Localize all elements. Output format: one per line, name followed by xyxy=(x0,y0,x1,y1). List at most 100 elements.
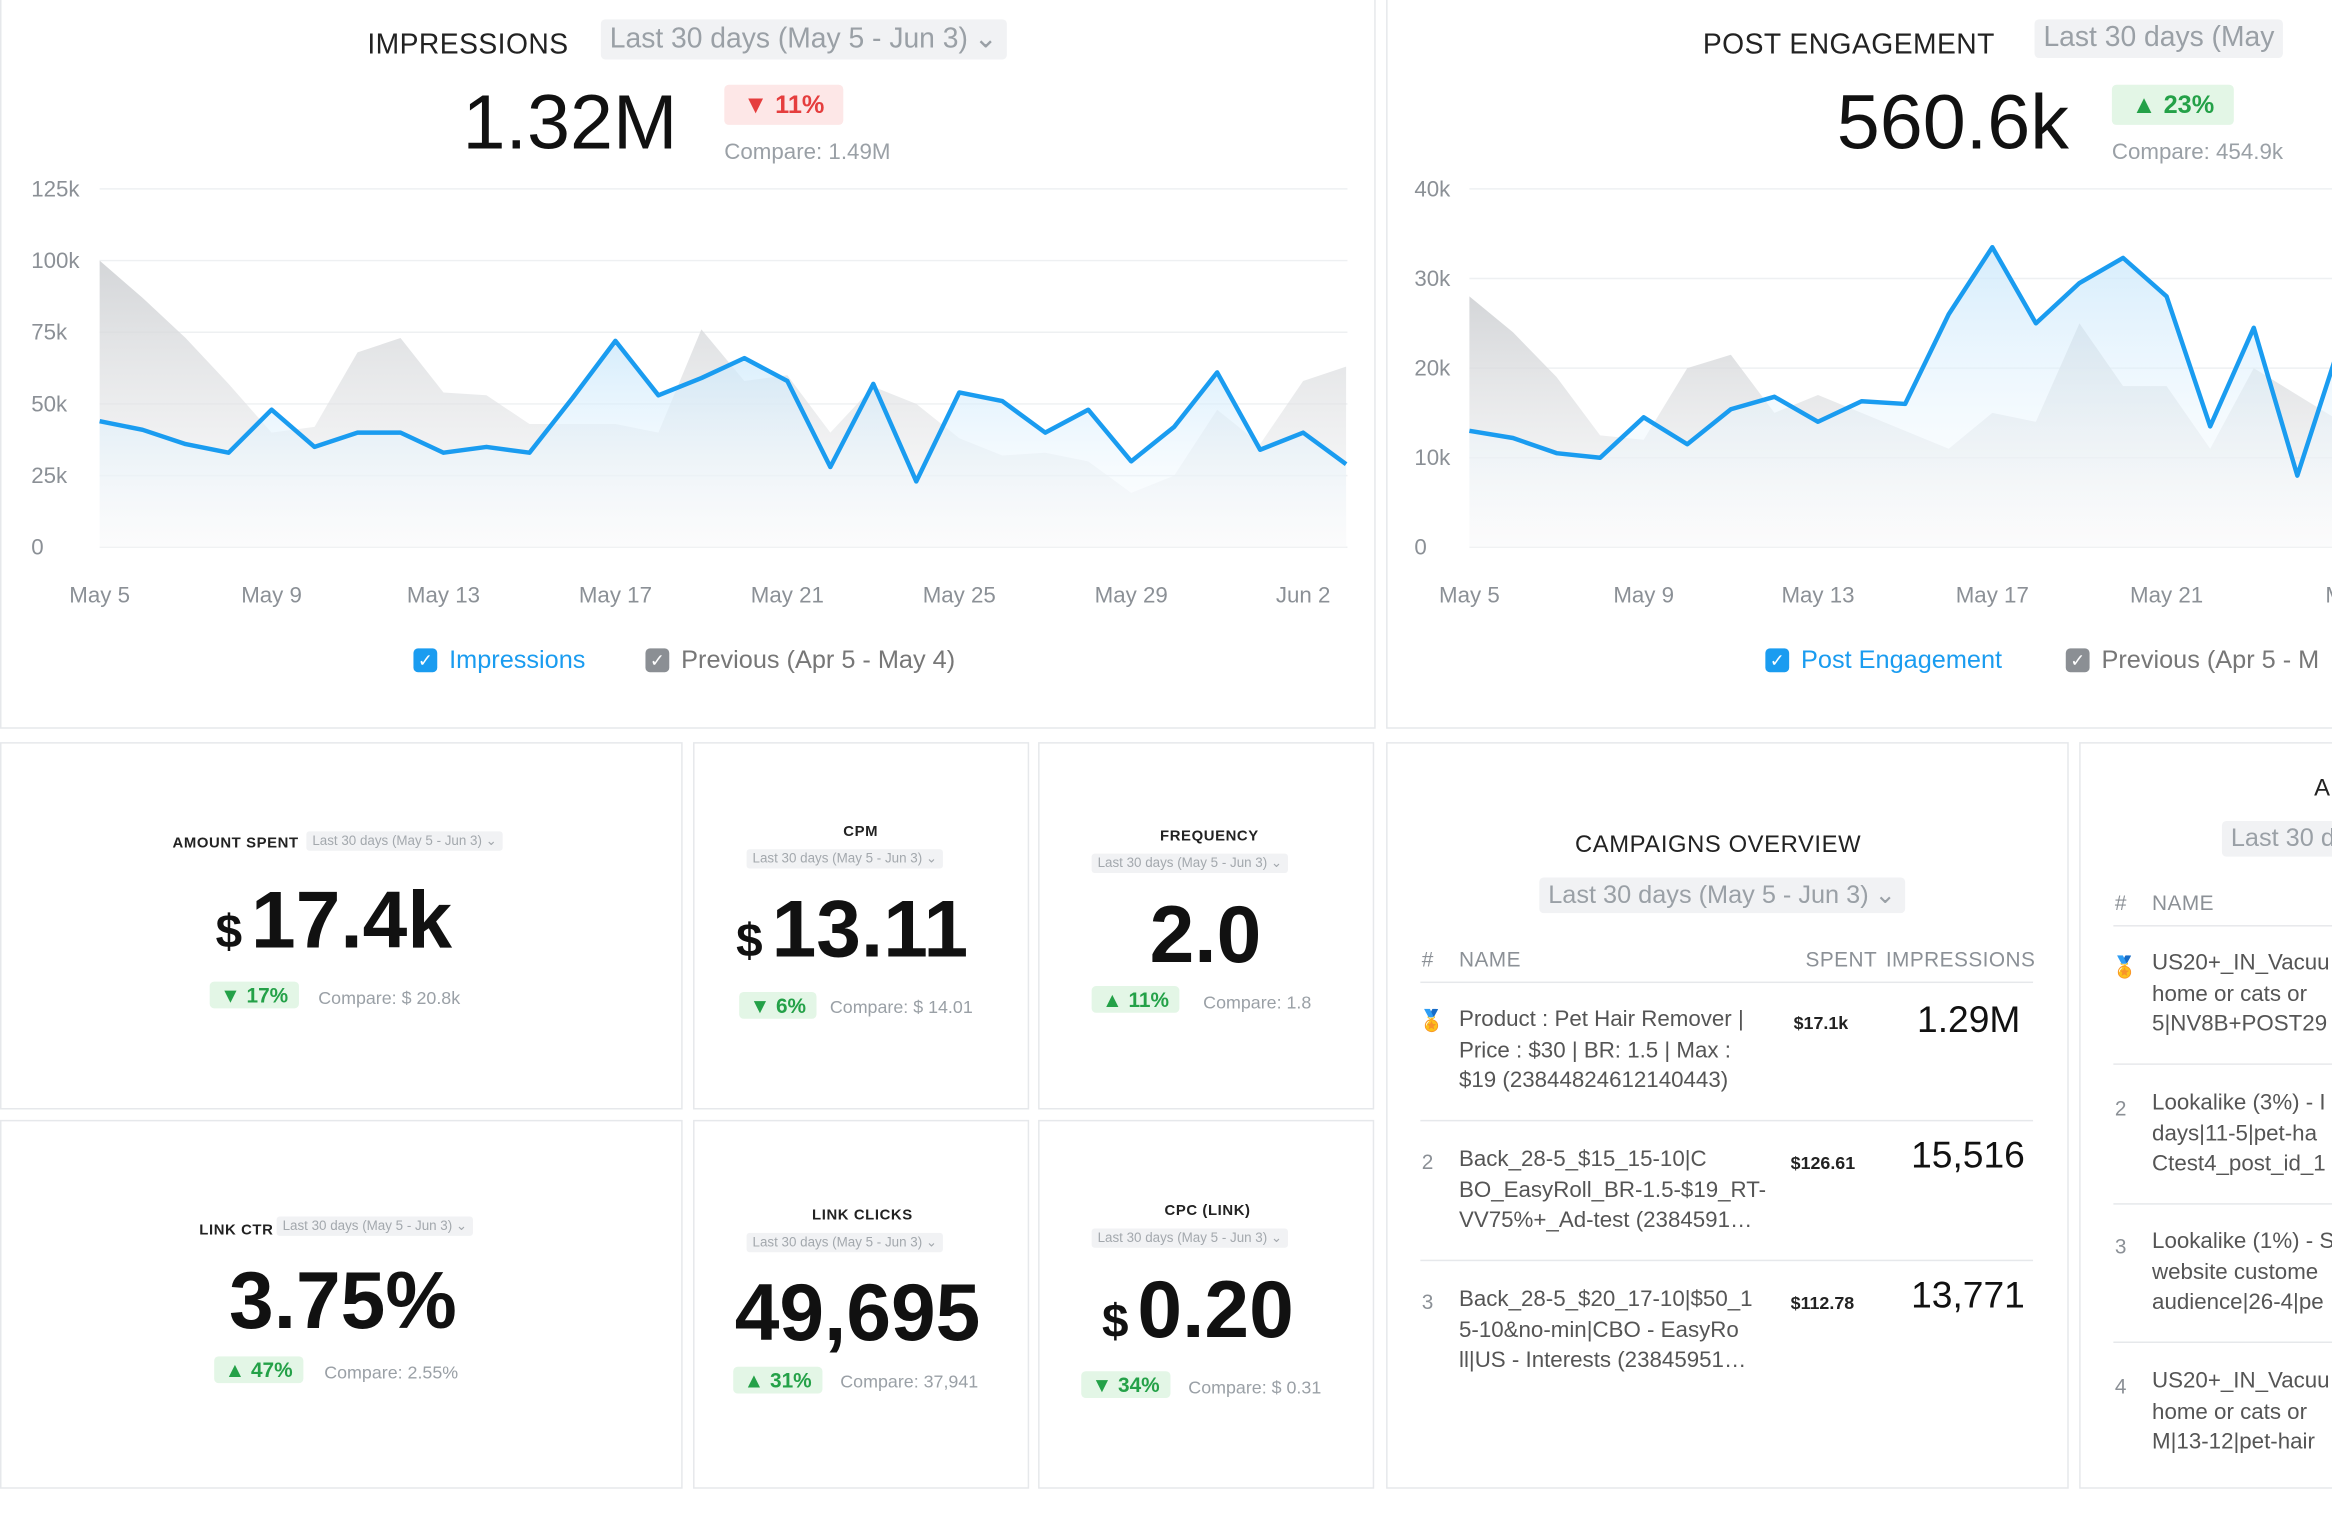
y-tick-label: 30k xyxy=(1414,266,1451,291)
kpi-change-badge: ▼ 34% xyxy=(1081,1371,1171,1399)
impressions-panel: IMPRESSIONS Last 30 days (May 5 - Jun 3)… xyxy=(0,0,1376,729)
x-tick-label: May 17 xyxy=(1956,582,2029,607)
impressions-compare-value: Compare: 1.49M xyxy=(724,139,891,166)
kpi-date-range-dropdown[interactable]: Last 30 days (May 5 - Jun 3) ⌄ xyxy=(746,1232,944,1253)
kpi-date-range-dropdown[interactable]: Last 30 days (May 5 - Jun 3) ⌄ xyxy=(1091,1228,1289,1248)
checkbox-checked-icon: ✓ xyxy=(1765,648,1790,673)
x-tick-label: Ma xyxy=(2325,582,2332,607)
kpi-title: CPM xyxy=(843,823,879,841)
chevron-down-icon: ⌄ xyxy=(973,23,998,56)
col-header-impressions[interactable]: IMPRESSIONS xyxy=(1885,947,2036,972)
engagement-chart: 0 10k 20k 30k 40k May 5 May 9 May 13 May 17 May … xyxy=(1414,176,2332,607)
kpi-change-badge: ▲ 47% xyxy=(214,1356,304,1384)
adsets-date-range-label: Last 30 d xyxy=(2230,823,2332,853)
y-tick-label: 40k xyxy=(1414,176,1451,201)
engagement-total-value: 560.6k xyxy=(1836,80,2069,167)
x-tick-label: Jun 2 xyxy=(1276,582,1331,607)
current-period-line xyxy=(99,338,1348,484)
engagement-legend-previous[interactable]: ✓ Previous (Apr 5 - M xyxy=(2065,645,2320,675)
adsets-title: A xyxy=(2314,776,2331,802)
y-tick-label: 10k xyxy=(1414,445,1451,470)
impressions-legend-current[interactable]: ✓ Impressions xyxy=(413,645,585,675)
kpi-value: 49,695 xyxy=(735,1267,981,1359)
current-period-area xyxy=(1469,247,2332,548)
row-divider xyxy=(2113,1341,2332,1343)
kpi-date-range-dropdown[interactable]: Last 30 days (May 5 - Jun 3) ⌄ xyxy=(746,849,944,869)
legend-current-label: Impressions xyxy=(449,645,586,674)
current-period-area xyxy=(99,340,1347,548)
x-tick-label: May 25 xyxy=(923,582,996,607)
y-tick-label: 100k xyxy=(31,248,80,273)
kpi-value: $0.20 xyxy=(1102,1264,1294,1356)
campaigns-date-range-dropdown[interactable]: Last 30 days (May 5 - Jun 3) ⌄ xyxy=(1539,877,1905,914)
legend-previous-label: Previous (Apr 5 - M xyxy=(2101,645,2320,674)
x-tick-label: May 9 xyxy=(241,582,302,607)
impressions-total-value: 1.32M xyxy=(462,80,678,167)
kpi-value: 2.0 xyxy=(1150,889,1262,981)
kpi-value: $13.11 xyxy=(736,883,968,975)
campaigns-title: CAMPAIGNS OVERVIEW xyxy=(1574,832,1862,859)
row-rank: 3 xyxy=(2114,1234,2127,1259)
col-header-name: NAME xyxy=(2152,890,2214,915)
link-clicks-card: LINK CLICKS Last 30 days (May 5 - Jun 3)… xyxy=(693,1119,1030,1489)
kpi-title: LINK CLICKS xyxy=(812,1207,913,1224)
col-header-spent[interactable]: SPENT xyxy=(1805,947,1878,972)
engagement-date-range-dropdown[interactable]: Last 30 days (May xyxy=(2034,19,2284,59)
kpi-change-badge: ▲ 11% xyxy=(1091,986,1180,1013)
y-tick-label: 50k xyxy=(31,391,68,416)
kpi-number: 13.11 xyxy=(771,884,969,975)
x-tick-label: May 13 xyxy=(407,582,480,607)
engagement-compare-value: Compare: 454.9k xyxy=(2111,139,2284,166)
x-tick-label: May 17 xyxy=(579,582,652,607)
engagement-legend-current[interactable]: ✓ Post Engagement xyxy=(1765,645,2002,675)
y-tick-label: 75k xyxy=(31,320,68,345)
impressions-legend-previous[interactable]: ✓ Previous (Apr 5 - May 4) xyxy=(645,645,955,675)
checkbox-checked-icon: ✓ xyxy=(645,648,670,673)
adset-name: US20+_IN_Vacuu home or cats or M|13-12|p… xyxy=(2152,1368,2330,1455)
adset-name: US20+_IN_Vacuu home or cats or 5|NV8B+PO… xyxy=(2152,950,2330,1037)
kpi-title: AMOUNT SPENT xyxy=(172,835,299,853)
x-tick-label: May 21 xyxy=(751,582,824,607)
kpi-number: 2.0 xyxy=(1149,890,1262,981)
y-tick-label: 0 xyxy=(1414,535,1426,560)
kpi-compare: Compare: $ 20.8k xyxy=(318,987,461,1009)
x-tick-label: May 21 xyxy=(2130,582,2203,607)
impressions-date-range-dropdown[interactable]: Last 30 days (May 5 - Jun 3) ⌄ xyxy=(600,19,1007,60)
engagement-title: POST ENGAGEMENT xyxy=(1702,29,1995,61)
kpi-date-range-dropdown[interactable]: Last 30 days (May 5 - Jun 3) ⌄ xyxy=(306,831,503,851)
frequency-card: FREQUENCY Last 30 days (May 5 - Jun 3) ⌄… xyxy=(1038,742,1375,1110)
header-divider xyxy=(2113,925,2332,927)
kpi-compare: Compare: $ 0.31 xyxy=(1188,1377,1322,1399)
campaign-spent: $112.78 xyxy=(1790,1292,1855,1314)
kpi-change-badge: ▼ 6% xyxy=(739,991,817,1019)
checkbox-checked-icon: ✓ xyxy=(413,648,438,673)
engagement-panel: POST ENGAGEMENT Last 30 days (May 560.6k… xyxy=(1386,0,2332,729)
y-tick-label: 25k xyxy=(31,463,68,488)
col-header-num: # xyxy=(1421,947,1434,972)
medal-icon: 🏅 xyxy=(1418,1008,1445,1033)
row-rank: 2 xyxy=(2114,1096,2127,1120)
campaign-impressions: 15,516 xyxy=(1911,1134,2025,1177)
col-header-name: NAME xyxy=(1458,947,1521,972)
kpi-date-range-dropdown[interactable]: Last 30 days (May 5 - Jun 3) ⌄ xyxy=(276,1216,474,1236)
campaign-name: Product : Pet Hair Remover | Price : $30… xyxy=(1458,1006,1744,1094)
amount-spent-card: AMOUNT SPENT Last 30 days (May 5 - Jun 3… xyxy=(0,742,683,1110)
engagement-change-badge: ▲ 23% xyxy=(2111,84,2234,125)
currency-symbol: $ xyxy=(1102,1293,1129,1348)
row-rank: 2 xyxy=(1421,1149,1434,1174)
cpm-card: CPM Last 30 days (May 5 - Jun 3) ⌄ $13.1… xyxy=(693,742,1030,1110)
x-tick-label: May 9 xyxy=(1613,582,1674,607)
campaigns-date-range-label: Last 30 days (May 5 - Jun 3) xyxy=(1548,880,1869,909)
row-rank: 3 xyxy=(1421,1289,1434,1314)
kpi-number: 49,695 xyxy=(734,1268,981,1358)
campaign-impressions: 1.29M xyxy=(1917,999,2021,1042)
adsets-date-range-dropdown[interactable]: Last 30 d xyxy=(2221,820,2332,857)
link-ctr-card: LINK CTR Last 30 days (May 5 - Jun 3) ⌄ … xyxy=(0,1119,683,1489)
row-divider xyxy=(1420,1119,2034,1122)
campaigns-overview-panel: CAMPAIGNS OVERVIEW Last 30 days (May 5 -… xyxy=(1386,742,2069,1489)
checkbox-checked-icon: ✓ xyxy=(2065,648,2090,673)
impressions-title: IMPRESSIONS xyxy=(367,29,569,61)
kpi-date-range-dropdown[interactable]: Last 30 days (May 5 - Jun 3) ⌄ xyxy=(1091,853,1289,874)
adsets-panel: A Last 30 d # NAME 🏅 US20+_IN_Vacuu home… xyxy=(2079,742,2332,1489)
campaign-name: Back_28-5_$20_17-10|$50_1 5-10&no-min|CB… xyxy=(1458,1286,1753,1373)
